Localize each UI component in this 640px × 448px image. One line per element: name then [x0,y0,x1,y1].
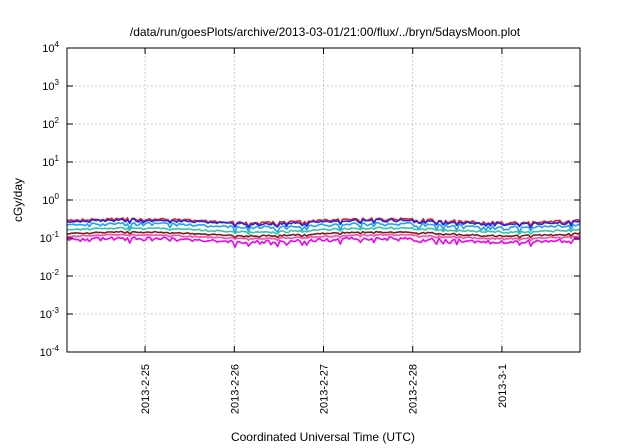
x-tick: 2013-2-27 [319,48,331,414]
x-tick: 2013-2-25 [140,48,152,414]
y-tick-label: 101 [42,154,59,169]
y-tick-label: 10-4 [40,344,60,359]
y-tick: 103 [42,78,580,93]
x-tick-label: 2013-2-27 [319,364,331,414]
y-tick: 100 [42,192,580,207]
series-line [66,230,581,239]
data-series [66,217,581,248]
series-line [66,218,581,229]
y-tick-label: 103 [42,78,59,93]
y-tick-label: 10-1 [40,230,60,245]
series-line [66,226,580,235]
series-line [67,217,581,228]
series-line [66,236,581,248]
y-tick: 10-3 [40,306,580,321]
y-tick: 10-1 [40,230,580,245]
y-tick: 102 [42,116,580,131]
y-tick-label: 10-3 [40,306,60,321]
x-tick-label: 2013-2-28 [408,364,420,414]
series-line [66,233,581,242]
x-tick-label: 2013-2-26 [229,364,241,414]
x-axis: 2013-2-25 2013-2-26 2013-2-27 2013-2-28 2013… [140,48,509,414]
x-tick-label: 2013-3-1 [497,364,509,408]
x-tick-label: 2013-2-25 [140,364,152,414]
x-axis-label: Coordinated Universal Time (UTC) [231,430,415,444]
y-tick-label: 104 [42,40,59,55]
y-tick: 104 [42,40,580,55]
y-tick: 101 [42,154,580,169]
chart-title: /data/run/goesPlots/archive/2013-03-01/2… [130,25,521,39]
y-tick: 10-4 [40,344,580,359]
y-tick-label: 10-2 [40,268,60,283]
x-tick: 2013-3-1 [497,48,509,408]
grid-lines [67,48,580,352]
y-tick: 10-2 [40,268,580,283]
series-line [66,221,581,234]
y-tick-label: 100 [42,192,59,207]
x-tick: 2013-2-28 [408,48,420,414]
x-tick: 2013-2-26 [229,48,241,414]
y-axis-label: cGy/day [11,178,25,222]
y-tick-label: 102 [42,116,59,131]
y-axis: 10-4 10-3 10-2 10-1 100 101 102 103 104 [40,40,580,359]
